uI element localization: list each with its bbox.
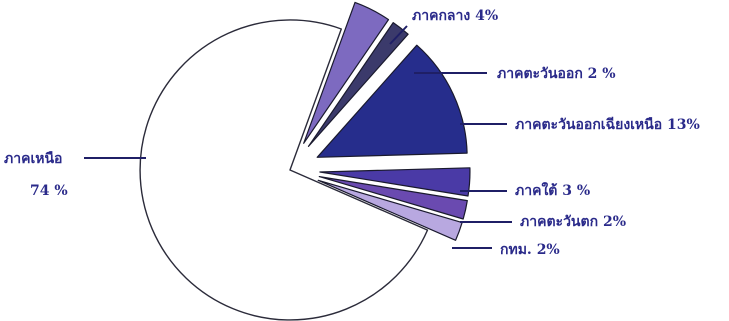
label-north: ภาคเหนือ: [4, 151, 62, 167]
pie-slice-north: [139, 19, 429, 321]
pie-slice-west: [318, 176, 468, 220]
pie-slice-central: [303, 1, 390, 144]
leader-lines: [84, 25, 512, 249]
label-west: ภาคตะวันตก 2%: [520, 214, 626, 230]
pie-slice-east: [307, 22, 409, 147]
label-east: ภาคตะวันออก 2 %: [497, 66, 616, 82]
value-north: 74 %: [30, 183, 68, 199]
label-northeast: ภาคตะวันออกเฉียงเหนือ 13%: [515, 117, 700, 133]
leader-line-central: [389, 25, 408, 45]
label-central: ภาคกลาง 4%: [412, 8, 498, 24]
label-south: ภาคใต้ 3 %: [515, 181, 590, 199]
pie-slice-south: [319, 167, 471, 197]
pie-slices: [139, 1, 471, 321]
label-bangkok: กทม. 2%: [500, 242, 560, 258]
